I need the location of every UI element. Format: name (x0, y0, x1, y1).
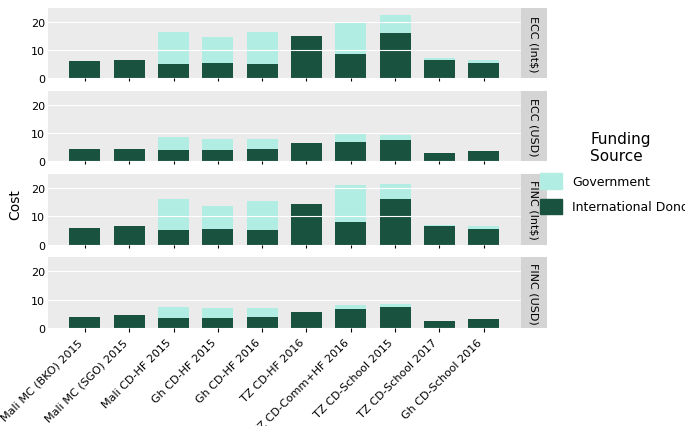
Bar (69, 62, 101, 79)
Bar (379, 34, 410, 79)
Bar (291, 144, 322, 162)
Bar (69, 228, 101, 245)
Bar (335, 142, 366, 162)
Bar (335, 134, 366, 142)
Bar (202, 318, 234, 328)
Bar (158, 65, 189, 79)
Bar (158, 151, 189, 162)
Bar (468, 152, 499, 162)
Bar (424, 153, 455, 162)
Bar (69, 317, 101, 328)
Bar (202, 63, 234, 79)
Bar (424, 60, 455, 79)
Bar (247, 231, 277, 245)
Bar (468, 63, 499, 79)
Bar (468, 227, 499, 230)
Bar (424, 227, 455, 245)
Bar (379, 141, 410, 162)
Bar (379, 304, 410, 307)
Bar (335, 55, 366, 79)
Bar (247, 149, 277, 162)
Bar (335, 186, 366, 222)
Bar (424, 321, 455, 328)
Bar (379, 307, 410, 328)
Bar (158, 138, 189, 151)
Bar (291, 204, 322, 245)
Bar (69, 149, 101, 162)
Text: Cost: Cost (8, 189, 22, 220)
Bar (468, 230, 499, 245)
Bar (424, 225, 455, 227)
Bar (291, 37, 322, 79)
Bar (424, 59, 455, 60)
Bar (247, 32, 277, 65)
Bar (202, 139, 234, 151)
Bar (202, 207, 234, 230)
Bar (335, 222, 366, 245)
Bar (247, 65, 277, 79)
Bar (247, 317, 277, 328)
Bar (202, 38, 234, 63)
Bar (202, 308, 234, 318)
Bar (379, 200, 410, 245)
Bar (114, 227, 145, 245)
Bar (158, 231, 189, 245)
Bar (158, 318, 189, 328)
Bar (379, 135, 410, 141)
Legend: Government, International Donors: Government, International Donors (534, 126, 685, 221)
Bar (379, 184, 410, 200)
Bar (468, 320, 499, 328)
Bar (202, 230, 234, 245)
Bar (335, 310, 366, 328)
Bar (202, 151, 234, 162)
Bar (158, 200, 189, 231)
Bar (291, 313, 322, 328)
Bar (247, 201, 277, 231)
Bar (379, 16, 410, 34)
Bar (247, 308, 277, 317)
Bar (114, 149, 145, 162)
Bar (468, 60, 499, 63)
Bar (114, 315, 145, 328)
Bar (335, 305, 366, 310)
Bar (335, 24, 366, 55)
Bar (158, 307, 189, 318)
Bar (247, 139, 277, 149)
Bar (158, 32, 189, 65)
Bar (114, 60, 145, 79)
